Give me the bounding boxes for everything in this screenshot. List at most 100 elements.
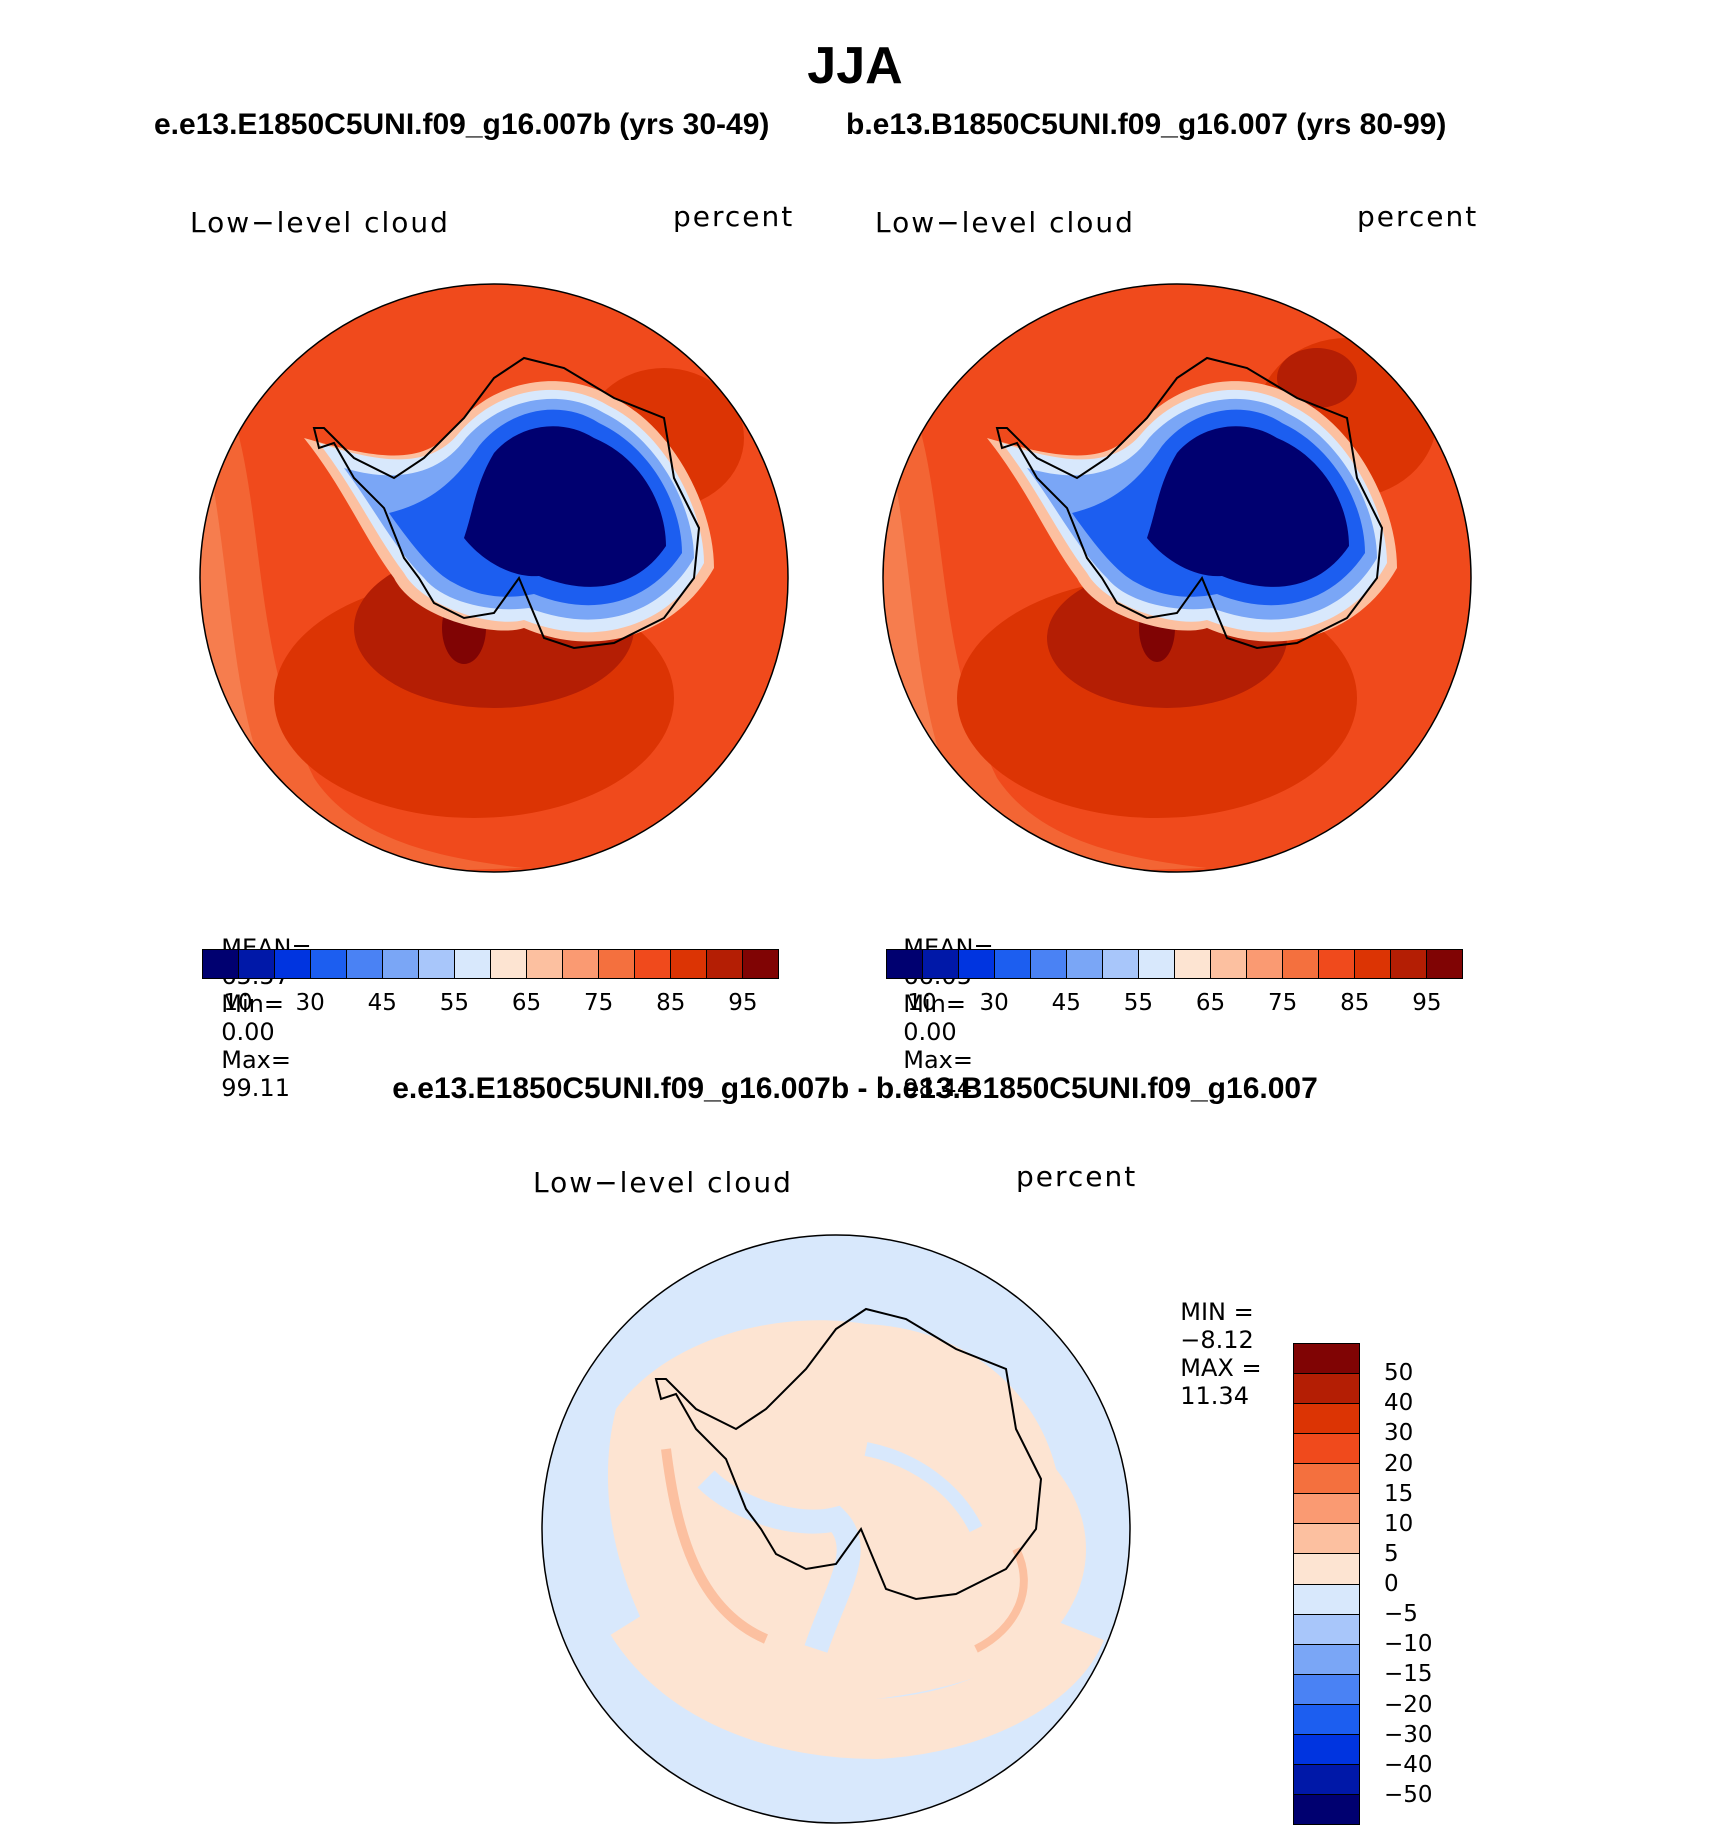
colorbar-tick-label: 45 (1051, 990, 1081, 1016)
colorbar-swatch (707, 950, 743, 978)
season-title: JJA (807, 37, 903, 95)
colorbar-tick-label: 85 (656, 990, 686, 1016)
diff-min-label: MIN = (1180, 1298, 1254, 1326)
panel2-tick-row: 10 30 45 55 65 75 85 95 (0, 990, 1441, 1016)
colorbar-tick-label: 85 (1340, 990, 1370, 1016)
panel2-max: 98.44 (903, 1074, 972, 1102)
colorbar-swatch (1391, 950, 1427, 978)
colorbar-swatch (1294, 1404, 1359, 1435)
colorbar-tick-label: −20 (1384, 1691, 1433, 1718)
colorbar-tick-label: 75 (1268, 990, 1298, 1016)
panel1-min-label: Min= (221, 990, 284, 1018)
colorbar-swatch (1294, 1494, 1359, 1525)
colorbar-tick-label: −10 (1384, 1631, 1433, 1658)
diff-map (541, 1234, 1131, 1824)
colorbar-swatch (1294, 1794, 1359, 1824)
colorbar-tick-label: 50 (1384, 1360, 1414, 1387)
colorbar-tick-label: 10 (1384, 1510, 1414, 1537)
colorbar-tick-label: 30 (1384, 1420, 1414, 1447)
panel2-max-label: Max= (903, 1046, 973, 1074)
colorbar-swatch (1427, 950, 1462, 978)
colorbar-swatch (383, 950, 419, 978)
case-a-title: e.e13.E1850C5UNI.f09_g16.007b (yrs 30-49… (154, 108, 770, 141)
colorbar-tick-label: 30 (979, 990, 1009, 1016)
colorbar-swatch (1294, 1554, 1359, 1585)
colorbar-tick-label: 75 (584, 990, 614, 1016)
panel1-min: 0.00 (221, 1018, 275, 1046)
diff-contours (542, 1235, 1130, 1823)
colorbar-swatch (887, 950, 923, 978)
colorbar-swatch (959, 950, 995, 978)
diff-units: percent (1016, 1160, 1138, 1193)
colorbar-swatch (1294, 1674, 1359, 1705)
diff-max-label: MAX = (1180, 1354, 1262, 1382)
colorbar-tick-label: 0 (1384, 1571, 1399, 1597)
colorbar-swatch (1175, 950, 1211, 978)
colorbar-tick-label: −30 (1384, 1721, 1433, 1748)
colorbar-tick-label: 45 (367, 990, 397, 1016)
colorbar-swatch (203, 950, 239, 978)
panel1-variable: Low−level cloud (190, 206, 450, 239)
colorbar-swatch (275, 950, 311, 978)
colorbar-swatch (1319, 950, 1355, 978)
colorbar-tick-label: 10 (907, 990, 937, 1016)
colorbar-swatch (1294, 1434, 1359, 1465)
colorbar-swatch (1247, 950, 1283, 978)
colorbar-swatch (347, 950, 383, 978)
colorbar-swatch (743, 950, 778, 978)
colorbar-swatch (1294, 1614, 1359, 1645)
panel1-contours (200, 284, 788, 872)
colorbar-swatch (923, 950, 959, 978)
colorbar-swatch (1294, 1764, 1359, 1795)
colorbar-swatch (311, 950, 347, 978)
colorbar-tick-label: −40 (1384, 1751, 1433, 1778)
colorbar-tick-label: 10 (223, 990, 253, 1016)
panel1-tick-row: 10 30 45 55 65 75 85 95 (0, 990, 757, 1016)
colorbar-swatch (527, 950, 563, 978)
colorbar-swatch (1294, 1524, 1359, 1555)
colorbar-tick-label: 65 (511, 990, 542, 1016)
diff-tick-column: 50 40 30 20 15 10 5 0 −5 −10 −15 −20 −30 −40 −50 (1384, 0, 1433, 1808)
colorbar-swatch (1294, 1344, 1359, 1375)
colorbar-tick-label: 55 (1123, 990, 1154, 1016)
colorbar-swatch (1067, 950, 1103, 978)
panel1-colorbar (202, 949, 779, 979)
colorbar-swatch (599, 950, 635, 978)
colorbar-swatch (1294, 1584, 1359, 1615)
colorbar-tick-label: −50 (1384, 1781, 1433, 1808)
panel2-min: 0.00 (903, 1018, 957, 1046)
case-b-title: b.e13.B1850C5UNI.f09_g16.007 (yrs 80-99) (846, 108, 1447, 141)
colorbar-swatch (1294, 1734, 1359, 1765)
colorbar-swatch (1283, 950, 1319, 978)
diff-colorbar (1293, 1343, 1360, 1825)
panel1-max-label: Max= (221, 1046, 291, 1074)
colorbar-tick-label: 95 (728, 990, 758, 1016)
panel2-colorbar (886, 949, 1463, 979)
colorbar-swatch (239, 950, 275, 978)
colorbar-swatch (1294, 1464, 1359, 1495)
colorbar-tick-label: 30 (295, 990, 325, 1016)
colorbar-tick-label: 95 (1412, 990, 1442, 1016)
panel1-max: 99.11 (221, 1074, 290, 1102)
colorbar-tick-label: −5 (1384, 1601, 1418, 1628)
colorbar-tick-label: 20 (1384, 1450, 1414, 1477)
colorbar-swatch (491, 950, 527, 978)
colorbar-swatch (671, 950, 707, 978)
panel2-contours (883, 284, 1471, 872)
colorbar-swatch (995, 950, 1031, 978)
colorbar-swatch (563, 950, 599, 978)
panel1-map (199, 283, 789, 873)
panel2-units: percent (1357, 200, 1479, 233)
colorbar-swatch (1294, 1644, 1359, 1675)
colorbar-tick-label: 65 (1195, 990, 1226, 1016)
colorbar-swatch (1355, 950, 1391, 978)
colorbar-swatch (419, 950, 455, 978)
colorbar-tick-label: 5 (1384, 1540, 1399, 1567)
panel1-units: percent (673, 200, 795, 233)
colorbar-tick-label: 15 (1384, 1480, 1414, 1507)
colorbar-tick-label: 55 (439, 990, 470, 1016)
colorbar-tick-label: −15 (1384, 1661, 1433, 1688)
colorbar-swatch (455, 950, 491, 978)
colorbar-swatch (1139, 950, 1175, 978)
diff-minmax: MIN = −8.12 MAX = 11.34 (1165, 1270, 1262, 1410)
